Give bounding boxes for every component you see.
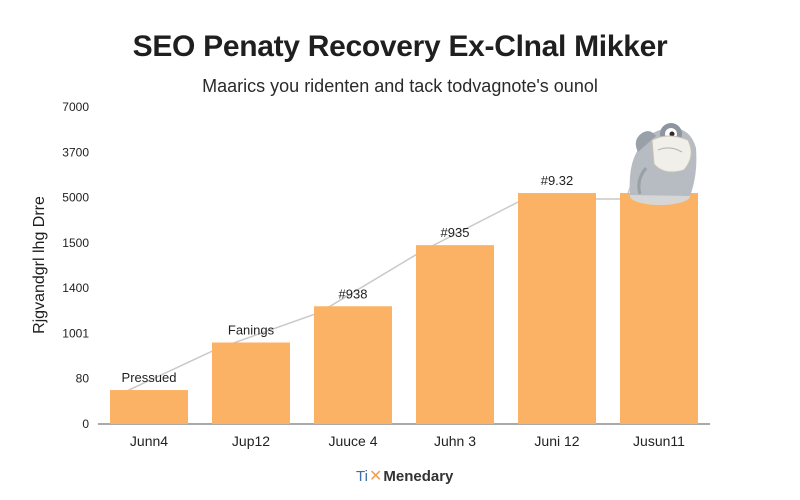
x-tick-label: Juni 12	[534, 433, 579, 449]
mascot-illustration	[629, 123, 697, 205]
y-tick-label: 1001	[62, 326, 89, 340]
bar	[518, 193, 596, 424]
brand-logo: Ti ✕ Menedary	[356, 466, 453, 486]
x-tick-label: Jusun11	[633, 433, 685, 449]
y-tick-label: 0	[82, 417, 89, 431]
bar-data-label: Fanings	[228, 322, 275, 337]
x-tick-label: Juhn 3	[434, 433, 476, 449]
y-tick-label: 7000	[62, 100, 89, 114]
bar	[416, 245, 494, 424]
y-tick-label: 5000	[62, 191, 89, 205]
bar	[212, 342, 290, 424]
y-tick-label: 80	[76, 372, 90, 386]
logo-x-icon: ✕	[368, 468, 383, 485]
bar-data-label: #9.32	[541, 173, 574, 188]
bar-data-label: #938	[339, 286, 368, 301]
bar	[314, 306, 392, 424]
y-tick-label: 3700	[62, 145, 89, 159]
logo-mark: Ti	[356, 467, 368, 485]
chart-title: SEO Penaty Recovery Ex-Clnal Mikker	[132, 30, 668, 63]
x-tick-label: Jup12	[232, 433, 270, 449]
x-tick-label: Junn4	[130, 433, 168, 449]
bar-data-label: #935	[441, 225, 470, 240]
bar	[110, 390, 188, 424]
y-tick-label: 1400	[62, 281, 89, 295]
x-tick-label: Juuce 4	[328, 433, 377, 449]
y-tick-label: 1500	[62, 236, 89, 250]
bar-data-label: Pressued	[122, 370, 177, 385]
chart-subtitle: Maarics you ridenten and tack todvagnote…	[202, 76, 598, 96]
bar	[620, 193, 698, 424]
logo-name: Menedary	[383, 467, 454, 485]
